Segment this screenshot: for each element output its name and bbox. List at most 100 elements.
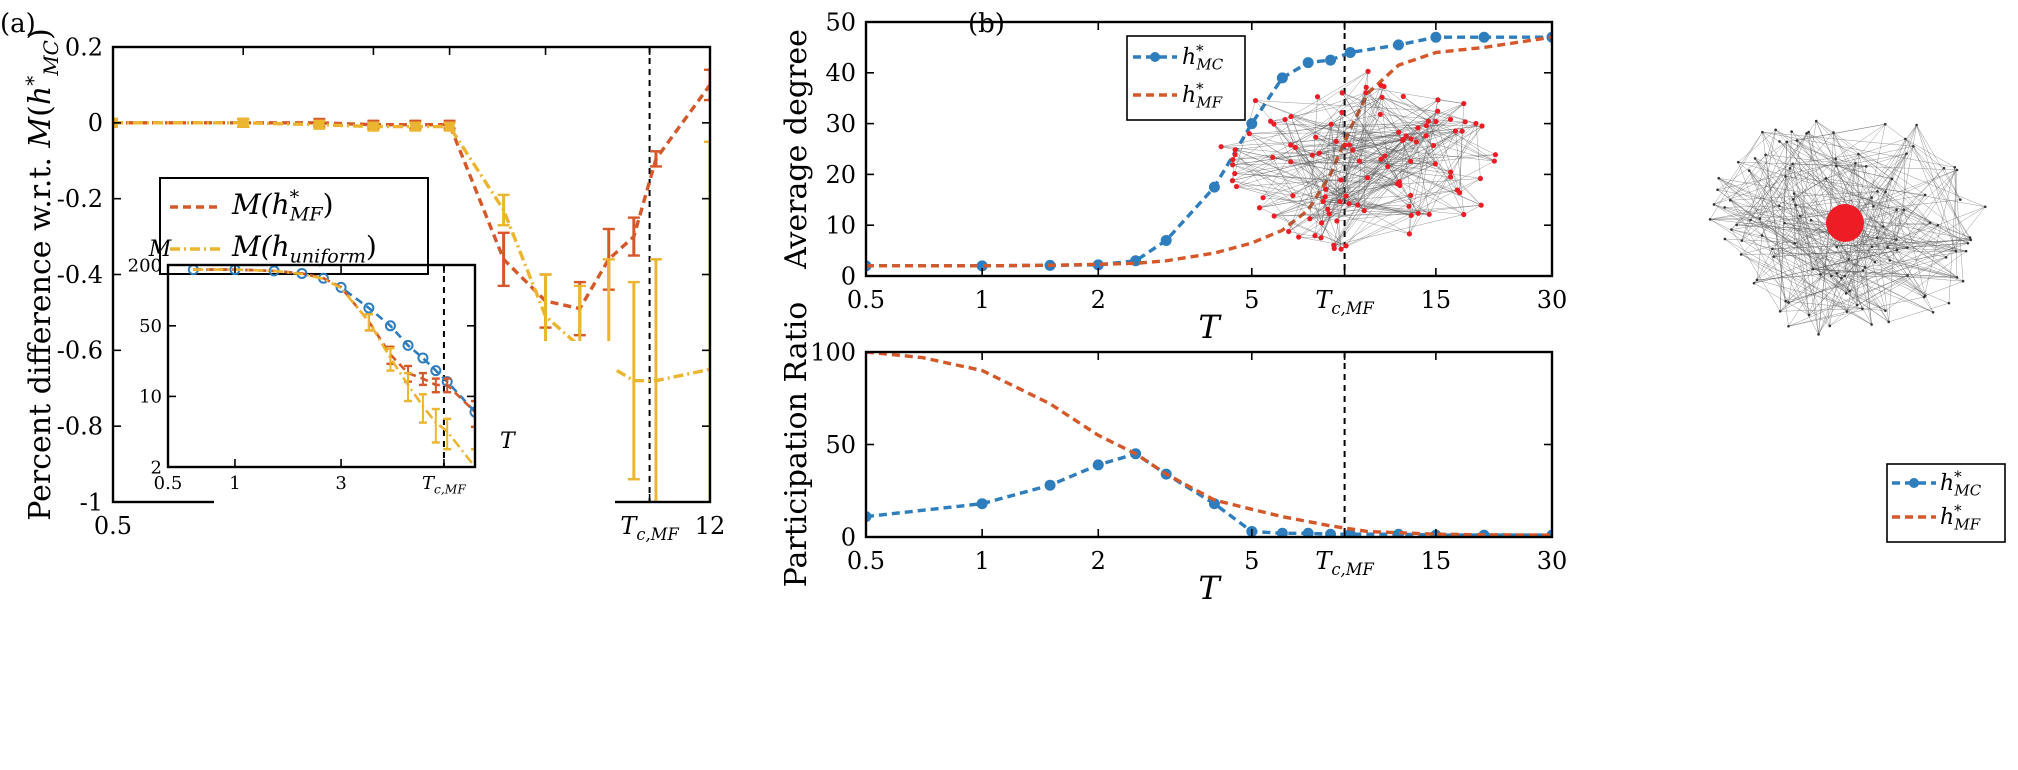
network-node	[1736, 160, 1740, 164]
legend-entry-label: h* MC	[1182, 42, 1224, 74]
network-node	[1343, 243, 1349, 249]
network-node	[1326, 211, 1332, 217]
network-node	[1961, 279, 1965, 283]
network-edge	[1741, 219, 1751, 241]
chart-a-inset-marks	[187, 265, 475, 467]
network-node	[1811, 267, 1815, 271]
network-node	[1377, 111, 1383, 117]
network-edge	[1262, 123, 1477, 198]
network-edge	[1298, 177, 1368, 238]
network-edge	[1249, 133, 1342, 250]
network-node	[1931, 310, 1935, 314]
network-edge	[1754, 158, 1850, 292]
network-edge	[1352, 149, 1436, 165]
network-node	[1795, 139, 1799, 142]
y-tick-label: 0	[841, 262, 856, 290]
network-edge	[1236, 186, 1293, 196]
network-edge	[1873, 153, 1907, 207]
chart-b-top-marks	[866, 22, 1552, 276]
network-illustration-hub	[1708, 119, 1987, 336]
network-edge	[1923, 167, 1956, 298]
network-node	[1432, 161, 1438, 167]
network-edge	[1738, 161, 1957, 171]
network-edge	[1450, 123, 1477, 178]
panel-label-b: (b)	[968, 9, 1005, 39]
network-edge	[1792, 163, 1814, 270]
network-edge	[1846, 124, 1886, 312]
network-edge	[1835, 158, 1872, 325]
network-edge	[1808, 168, 1945, 316]
data-point	[430, 365, 442, 377]
network-node	[1854, 161, 1857, 165]
network-node	[1406, 203, 1412, 209]
network-node	[1857, 152, 1860, 156]
network-edge	[1327, 86, 1385, 210]
network-edge	[1255, 100, 1438, 112]
network-edge	[1885, 250, 1967, 311]
network-edge	[1342, 92, 1427, 126]
network-edge	[1340, 163, 1436, 181]
network-edge	[1298, 236, 1322, 239]
network-node	[1233, 183, 1240, 190]
network-edge	[1232, 138, 1412, 160]
network-node	[1426, 211, 1432, 217]
network-node	[1817, 333, 1820, 336]
network-node	[1964, 249, 1968, 253]
network-edge	[1713, 204, 1934, 313]
network-edge	[1718, 178, 1836, 238]
network-node	[1342, 142, 1348, 148]
network-edge	[1845, 138, 1906, 294]
network-node	[1798, 214, 1802, 218]
network-edge	[1365, 92, 1399, 133]
network-edge	[1780, 308, 1863, 312]
network-node	[1870, 245, 1874, 248]
network-node	[1829, 274, 1833, 278]
y-tick-label: 50	[825, 8, 856, 36]
network-edge	[1262, 152, 1320, 198]
network-node	[1944, 256, 1948, 259]
network-edge	[1903, 209, 1926, 296]
network-node	[1290, 192, 1296, 199]
legend-entry-label: M(huniform)	[231, 230, 377, 268]
network-node	[1339, 109, 1345, 116]
network-edge	[1406, 135, 1495, 162]
network-edge	[1913, 146, 1957, 252]
network-edge	[1272, 157, 1398, 185]
network-illustration-sparse	[1218, 68, 1499, 252]
network-edge	[1759, 129, 1776, 219]
x-tick-label: 1	[974, 286, 989, 314]
data-point	[976, 498, 988, 510]
network-node	[1739, 253, 1743, 256]
legend-entry-label: h* MF	[1182, 80, 1223, 112]
network-node	[1915, 123, 1918, 127]
network-edge	[1718, 178, 1864, 271]
network-edge	[1736, 224, 1830, 231]
network-edge	[1730, 141, 1787, 201]
network-node	[1461, 100, 1467, 107]
network-edge	[1762, 132, 1789, 327]
network-node	[1778, 140, 1781, 143]
network-edge	[1772, 248, 1845, 277]
y-tick-label: -0.6	[57, 337, 103, 365]
network-edge	[1738, 162, 1774, 257]
y-axis-label: Average degree	[779, 29, 814, 270]
data-point	[1276, 72, 1288, 84]
network-edge	[1340, 213, 1419, 250]
network-edge	[1943, 168, 1961, 200]
network-node	[1288, 159, 1294, 165]
network-edge	[1295, 125, 1483, 148]
network-edge	[1792, 178, 1826, 200]
network-edge	[1290, 116, 1419, 214]
network-node	[1433, 118, 1439, 125]
network-edge	[1284, 71, 1369, 120]
network-edge	[1221, 130, 1463, 147]
network-edge	[1896, 209, 1908, 248]
network-node	[1881, 225, 1885, 228]
x-axis-label: T	[1198, 308, 1222, 346]
network-node	[1413, 139, 1419, 145]
network-edge	[1754, 158, 1780, 206]
network-node	[1772, 255, 1775, 258]
network-edge	[1845, 206, 1874, 294]
x-tick-label: Tc,MF	[422, 473, 466, 497]
network-node	[1895, 208, 1898, 211]
